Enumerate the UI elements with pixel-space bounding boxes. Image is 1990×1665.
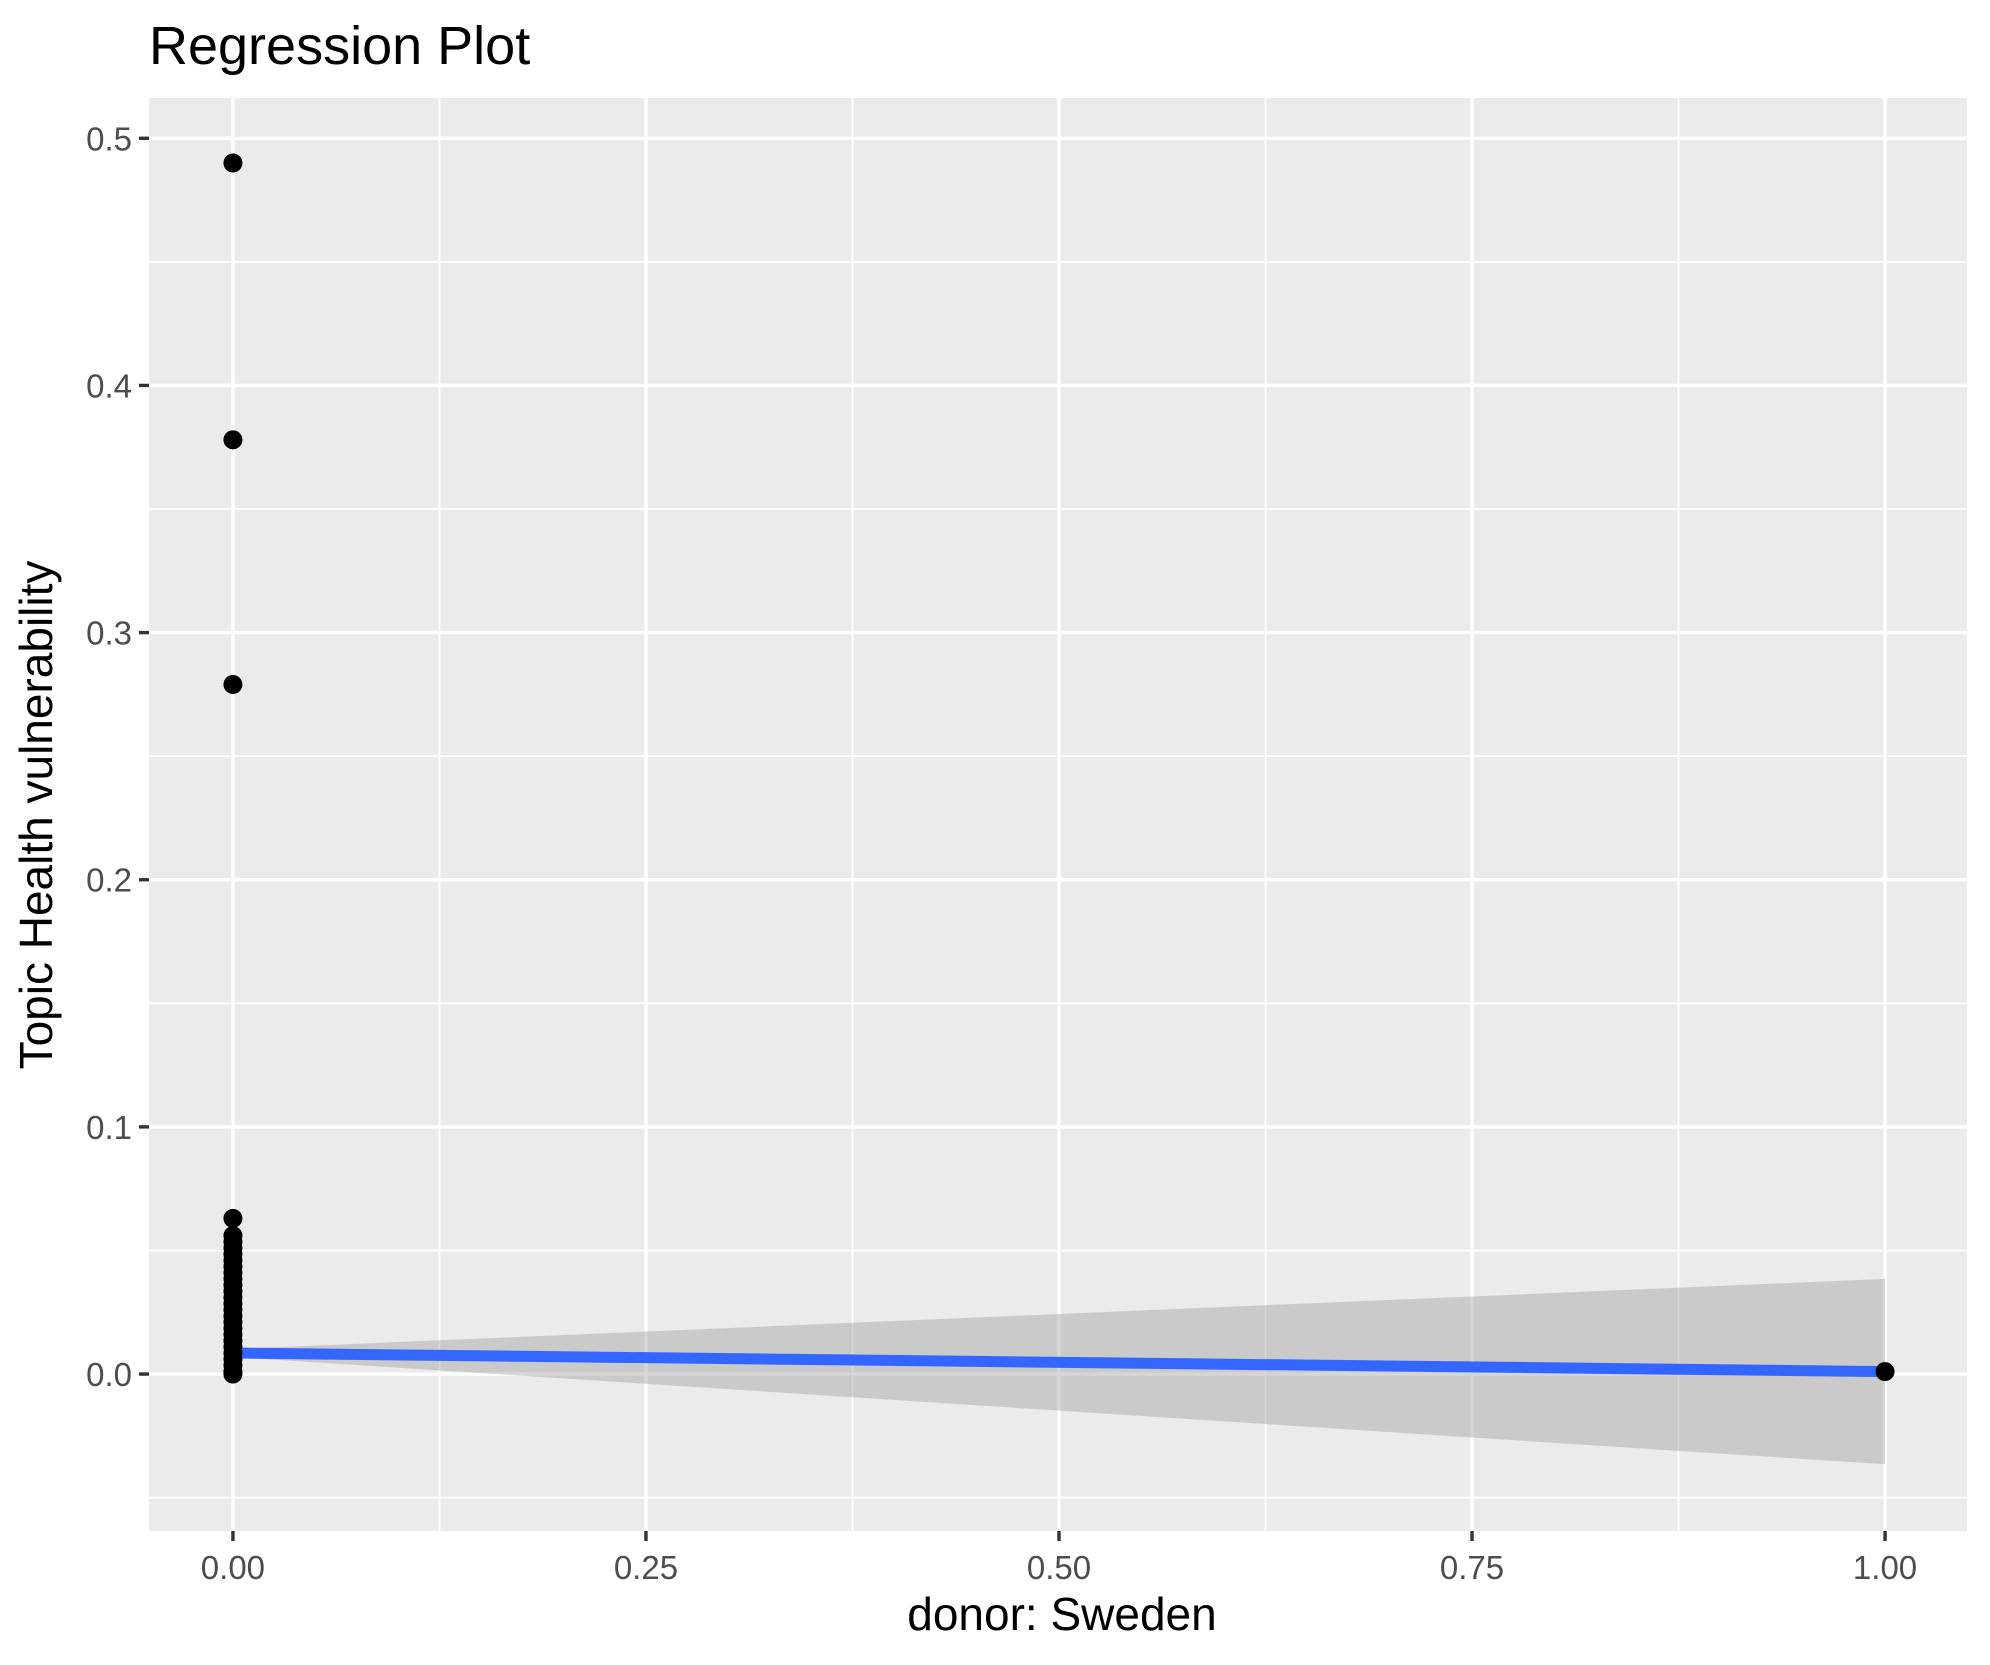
y-axis-title: Topic Health vulnerability bbox=[10, 561, 62, 1070]
y-tick-label: 0.4 bbox=[86, 367, 132, 404]
data-point bbox=[1875, 1362, 1895, 1382]
x-tick-label: 0.50 bbox=[1027, 1549, 1091, 1586]
y-tick-label: 0.2 bbox=[86, 862, 132, 899]
data-point bbox=[223, 430, 243, 450]
x-tick-label: 0.00 bbox=[201, 1549, 265, 1586]
data-point bbox=[223, 1208, 243, 1228]
plot-title: Regression Plot bbox=[149, 16, 530, 76]
x-axis-title: donor: Sweden bbox=[907, 1588, 1216, 1640]
data-point bbox=[223, 153, 243, 173]
x-tick-label: 0.75 bbox=[1440, 1549, 1504, 1586]
y-tick-label: 0.3 bbox=[86, 615, 132, 652]
y-tick-label: 0.1 bbox=[86, 1109, 132, 1146]
regression-line bbox=[232, 1347, 1886, 1378]
y-tick-label: 0.0 bbox=[86, 1356, 132, 1393]
x-tick-label: 0.25 bbox=[614, 1549, 678, 1586]
chart-layer: 0.00 0.25 0.50 0.75 1.00 0.0 0.1 0.2 0.3 0.4 0.5 bbox=[86, 98, 1967, 1586]
data-point bbox=[223, 1364, 243, 1384]
confidence-band bbox=[232, 1278, 1886, 1465]
data-point bbox=[223, 674, 243, 694]
y-tick-label: 0.5 bbox=[86, 120, 132, 157]
x-tick-label: 1.00 bbox=[1853, 1549, 1917, 1586]
